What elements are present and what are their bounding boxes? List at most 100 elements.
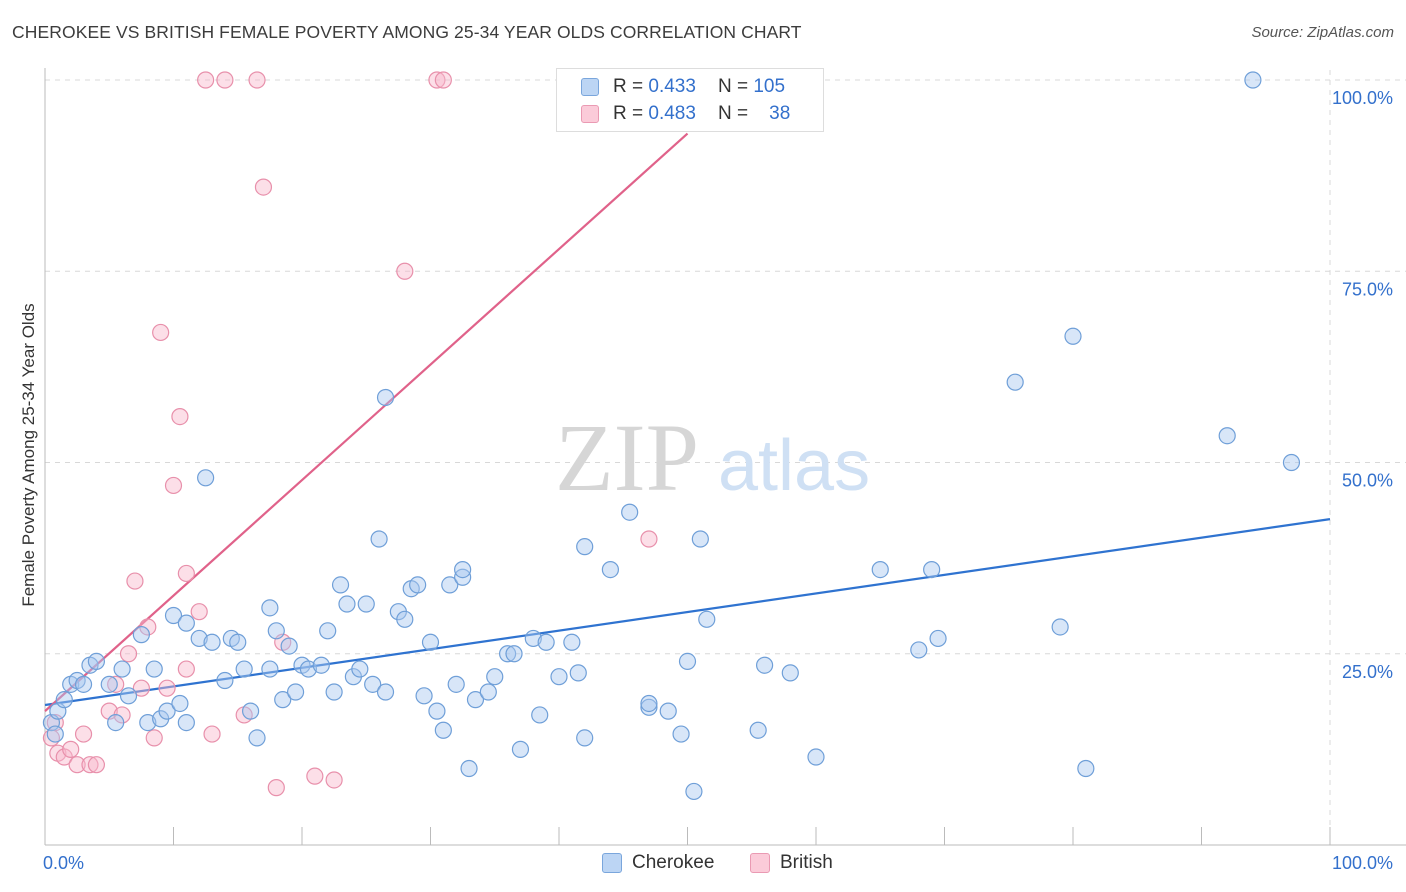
cherokee-point (261, 599, 279, 617)
legend-label-british: British (780, 852, 833, 873)
trend-lines (44, 132, 1331, 712)
legend-n-value: 105 (753, 76, 786, 97)
watermark-atlas: atlas (718, 426, 870, 506)
cherokee-point (421, 633, 440, 651)
cherokee-point (524, 629, 542, 648)
cherokee-point (396, 610, 414, 628)
cherokee-point (145, 660, 163, 678)
legend-r-label: R = (613, 76, 644, 97)
cherokee-point (460, 759, 478, 778)
british-point (145, 729, 163, 747)
cherokee-point (441, 576, 459, 594)
cherokee-point (87, 652, 106, 671)
x-tick-label: 100.0% (1332, 853, 1393, 873)
cherokee-point (479, 683, 497, 701)
cherokee-point (1077, 759, 1095, 778)
ticks (44, 827, 1331, 845)
cherokee-point (486, 668, 504, 686)
cherokee-point (691, 530, 709, 548)
cherokee-point (216, 671, 234, 690)
cherokee-point (550, 668, 568, 686)
british-point (81, 756, 99, 774)
cherokee-point (376, 388, 395, 407)
legend-row-cherokee: R = 0.433 N = 105 (581, 74, 785, 100)
british-point (62, 740, 80, 758)
cherokee-point (1051, 618, 1069, 636)
cherokee-point (601, 560, 620, 579)
legend-r-value: 0.483 (648, 103, 696, 124)
british-point (216, 71, 234, 89)
cherokee-point (678, 652, 697, 671)
british-point (164, 476, 183, 495)
cherokee-point (177, 713, 195, 732)
cherokee-point (325, 683, 343, 701)
british-point (126, 572, 144, 590)
british-point (158, 679, 176, 697)
cherokee-point (280, 637, 298, 655)
cherokee-point (331, 576, 350, 594)
cherokee-point (755, 656, 774, 674)
source-label: Source: ZipAtlas.com (1251, 24, 1394, 41)
british-point (203, 725, 221, 743)
cherokee-point (242, 702, 260, 720)
cherokee-point (454, 560, 472, 579)
cherokee-point (190, 629, 208, 648)
axes (44, 68, 1406, 846)
cherokee-point (274, 691, 292, 709)
cherokee-points (42, 71, 1301, 801)
chart-title: CHEROKEE VS BRITISH FEMALE POVERTY AMONG… (12, 22, 802, 42)
british-point (434, 71, 452, 89)
y-tick-label: 100.0% (1332, 88, 1393, 108)
cherokee-point (563, 633, 581, 651)
british-point (325, 771, 343, 789)
cherokee-point (1282, 453, 1301, 472)
cherokee-point (781, 664, 799, 682)
legend-item-cherokee[interactable]: Cherokee (602, 852, 714, 874)
cherokee-point (749, 721, 767, 739)
cherokee-point (672, 725, 690, 743)
cherokee-point (100, 675, 118, 693)
cherokee-point (415, 687, 433, 705)
cherokee-point (267, 622, 285, 640)
cherokee-point (74, 675, 93, 693)
cherokee-point (1064, 327, 1082, 345)
cherokee-point (447, 675, 465, 693)
legend-label-cherokee: Cherokee (632, 852, 715, 873)
cherokee-point (364, 675, 382, 693)
cherokee-point (569, 664, 587, 682)
british-point (74, 725, 93, 743)
cherokee-point (659, 702, 677, 720)
cherokee-point (1244, 71, 1262, 89)
cherokee-point (929, 629, 947, 648)
cherokee-point (685, 782, 703, 801)
cherokee-point (55, 691, 73, 709)
british-point (428, 71, 446, 89)
cherokee-point (261, 660, 279, 678)
cherokee-point (299, 660, 318, 678)
cherokee-point (338, 595, 356, 613)
y-tick-label: 25.0% (1342, 662, 1393, 682)
tick-labels: 25.0% 50.0% 75.0% 100.0% 0.0% 100.0% (43, 88, 1393, 873)
legend-r-value: 0.433 (648, 76, 696, 97)
british-point (267, 779, 285, 797)
cherokee-point (139, 713, 157, 732)
british-point (107, 675, 125, 693)
cherokee-point (910, 641, 928, 659)
cherokee-point (409, 576, 427, 594)
british-point (171, 408, 189, 426)
cherokee-point (312, 656, 330, 674)
cherokee-point (923, 560, 941, 579)
legend-item-british[interactable]: British (750, 852, 833, 874)
watermark-zip: ZIP (555, 404, 699, 511)
british-point (68, 756, 86, 774)
stats-legend: R = 0.433 N = 105 R = 0.483 N = 38 (556, 68, 824, 132)
cherokee-point (107, 713, 125, 732)
british-point (306, 767, 324, 785)
cherokee-point (177, 614, 195, 632)
british-trend-line (44, 132, 689, 712)
cherokee-point (511, 740, 530, 758)
cherokee-point (1006, 373, 1024, 391)
cherokee-point (235, 660, 253, 678)
legend-swatch-british (581, 105, 599, 123)
